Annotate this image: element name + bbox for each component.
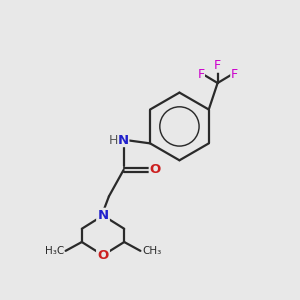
Text: CH₃: CH₃ <box>142 246 161 256</box>
Text: N: N <box>118 134 129 147</box>
Text: F: F <box>197 68 204 81</box>
Text: F: F <box>231 68 238 81</box>
Text: H₃C: H₃C <box>45 246 64 256</box>
Text: F: F <box>214 59 221 72</box>
Text: O: O <box>98 249 109 262</box>
Text: N: N <box>98 209 109 222</box>
Text: H: H <box>108 134 118 147</box>
Text: O: O <box>149 164 160 176</box>
